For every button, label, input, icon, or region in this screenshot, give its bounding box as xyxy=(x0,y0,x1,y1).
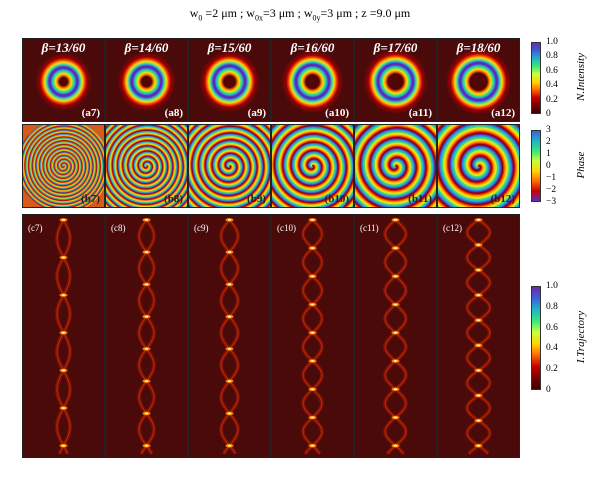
beta-label: β=14/60 xyxy=(124,40,169,55)
panel-label: (c7) xyxy=(28,223,43,233)
tick-label: 0 xyxy=(546,385,551,395)
phase-panel: (b9) xyxy=(188,124,271,208)
tick-label: −3 xyxy=(546,197,557,207)
tick-label: 0 xyxy=(546,161,551,171)
tick-label: 3 xyxy=(546,125,551,135)
intensity-ticks: 1.0 0.8 0.6 0.4 0.2 0 xyxy=(546,37,576,119)
panel-label: (a7) xyxy=(81,107,100,119)
tick-label: 2 xyxy=(546,137,551,147)
intensity-panel: β=14/60 (a8) xyxy=(105,38,188,122)
panel-label: (b12) xyxy=(490,193,515,205)
beta-label: β=13/60 xyxy=(41,40,86,55)
tick-label: 1.0 xyxy=(546,37,558,47)
intensity-panel: β=16/60 (a10) xyxy=(271,38,354,122)
trajectory-panel: (c8) xyxy=(105,214,188,458)
panel-label: (b8) xyxy=(164,193,183,205)
beta-label: β=18/60 xyxy=(456,40,501,55)
tick-label: −2 xyxy=(546,185,557,195)
panel-label: (a12) xyxy=(491,107,515,119)
panel-label: (b9) xyxy=(247,193,266,205)
trajectory-colorbar xyxy=(531,286,541,390)
intensity-panel: β=15/60 (a9) xyxy=(188,38,271,122)
tick-label: −1 xyxy=(546,173,557,183)
tick-label: 0.4 xyxy=(546,80,558,91)
trajectory-panel: (c9) xyxy=(188,214,271,458)
trajectory-panel: (c11) xyxy=(354,214,437,458)
phase-colorbar xyxy=(531,130,541,202)
beta-label: β=15/60 xyxy=(207,40,252,55)
tick-label: 0.6 xyxy=(546,322,558,333)
trajectory-label: I.Trajectory xyxy=(575,310,587,364)
trajectory-panel: (c10) xyxy=(271,214,354,458)
phase-panel: (b8) xyxy=(105,124,188,208)
panel-label: (b11) xyxy=(408,193,432,205)
panel-label: (a11) xyxy=(408,107,432,119)
phase-panel: (b7) xyxy=(22,124,105,208)
trajectory-panel: (c7) xyxy=(22,214,105,458)
tick-label: 0.8 xyxy=(546,301,558,312)
beta-label: β=16/60 xyxy=(290,40,335,55)
phase-label: Phase xyxy=(575,151,587,179)
phase-panel: (b10) xyxy=(271,124,354,208)
tick-label: 0.2 xyxy=(546,364,558,375)
tick-label: 1 xyxy=(546,149,551,159)
panel-label: (a9) xyxy=(247,107,266,119)
intensity-panel: β=17/60 (a11) xyxy=(354,38,437,122)
panel-label: (a10) xyxy=(325,107,349,119)
phase-ticks: 3 2 1 0 −1 −2 −3 xyxy=(546,125,576,207)
panel-label: (b7) xyxy=(81,193,100,205)
tick-label: 0.6 xyxy=(546,65,558,76)
tick-label: 0.2 xyxy=(546,94,558,105)
tick-label: 0 xyxy=(546,109,551,119)
trajectory-ticks: 1.0 0.8 0.6 0.4 0.2 0 xyxy=(546,281,576,395)
panel-label: (c11) xyxy=(360,223,379,233)
intensity-panel: β=13/60 (a7) xyxy=(22,38,105,122)
panel-label: (c8) xyxy=(111,223,126,233)
phase-panel: (b11) xyxy=(354,124,437,208)
beta-label: β=17/60 xyxy=(373,40,418,55)
intensity-label: N.Intensity xyxy=(575,53,587,101)
tick-label: 0.4 xyxy=(546,343,558,354)
panel-label: (c9) xyxy=(194,223,209,233)
panel-label: (a8) xyxy=(164,107,183,119)
trajectory-panel: (c12) xyxy=(437,214,520,458)
panel-label: (c12) xyxy=(443,223,462,233)
phase-panel: (b12) xyxy=(437,124,520,208)
tick-label: 0.8 xyxy=(546,51,558,62)
intensity-panel: β=18/60 (a12) xyxy=(437,38,520,122)
panel-label: (c10) xyxy=(277,223,296,233)
figure-title: w0 =2 μm ; w0x=3 μm ; w0y=3 μm ; z =9.0 … xyxy=(189,6,411,23)
intensity-colorbar xyxy=(531,42,541,114)
tick-label: 1.0 xyxy=(546,281,558,291)
panel-label: (b10) xyxy=(324,193,349,205)
